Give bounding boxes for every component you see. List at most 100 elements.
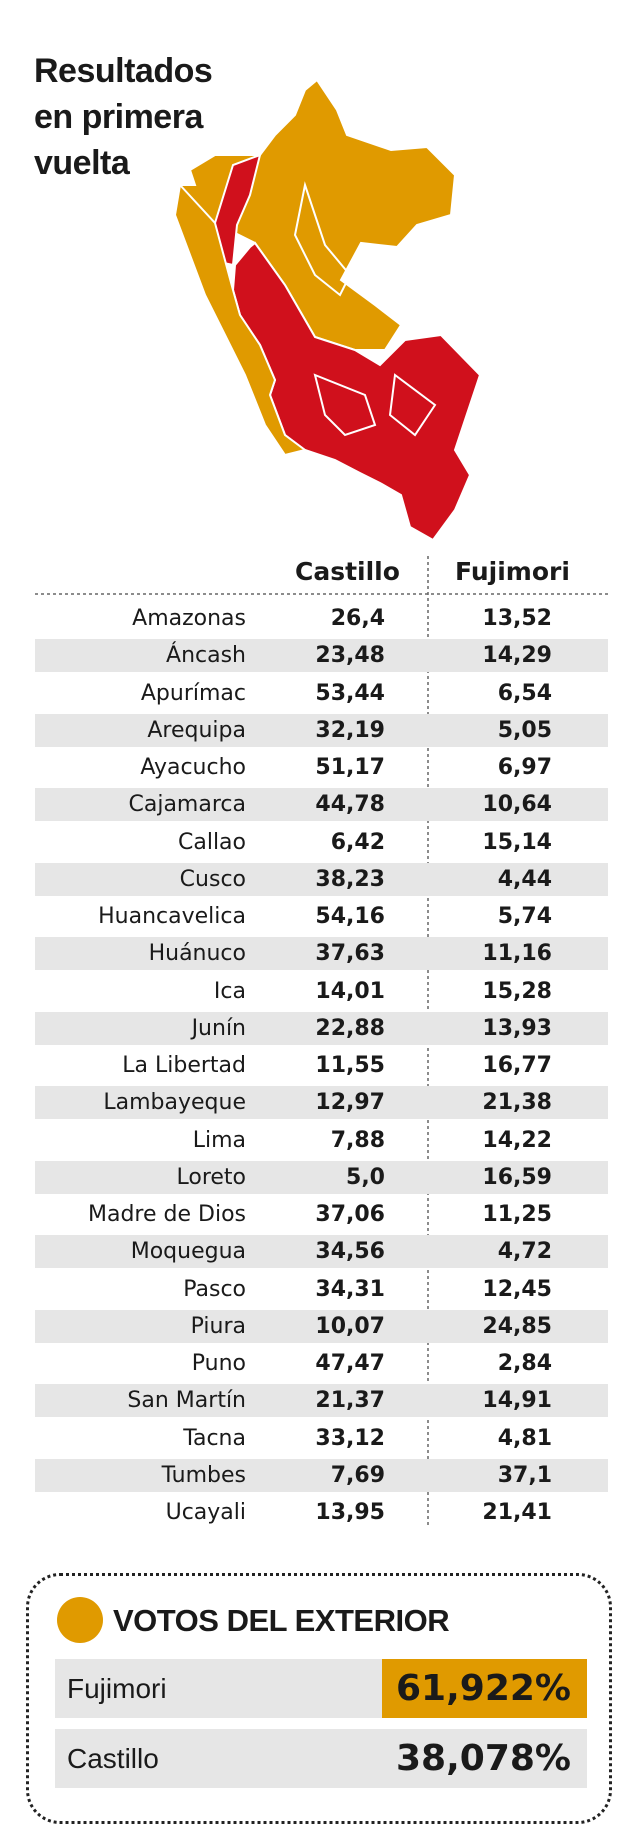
row-label: Lima: [192, 1127, 246, 1153]
cell-value: 54,16: [315, 904, 385, 929]
cell-value: 21,37: [315, 1388, 385, 1414]
table-row: Huánuco 37,63 11,16: [35, 937, 608, 971]
row-label: Cajamarca: [128, 792, 247, 818]
table-row: Tumbes 7,69 37,1: [35, 1458, 608, 1492]
cell-value: 15,28: [482, 978, 552, 1004]
cell-value: 6,54: [497, 680, 552, 706]
cell-value: 32,19: [315, 717, 385, 743]
table-row: Puno 47,47 2,84: [35, 1347, 608, 1380]
cell-value: 14,29: [482, 643, 552, 669]
table-row: Amazonas 26,4 13,52: [35, 602, 608, 635]
cell-value: 5,74: [497, 904, 552, 929]
cell-value: 6,42: [330, 829, 385, 855]
table-row: Lambayeque 12,97 21,38: [35, 1086, 608, 1120]
cell-value: 13,52: [482, 606, 552, 631]
cell-value: 2,84: [497, 1351, 552, 1376]
table-row: Madre de Dios 37,06 11,25: [35, 1198, 608, 1231]
row-label: Ica: [213, 978, 246, 1004]
title: Resultados en primera vuelta: [34, 48, 213, 186]
row-label: Loreto: [176, 1164, 246, 1190]
table-row: Cusco 38,23 4,44: [35, 862, 608, 896]
map: [173, 78, 482, 542]
title-line: vuelta: [34, 144, 130, 182]
column-header: Fujimori: [455, 557, 570, 586]
cell-value: 11,55: [315, 1053, 385, 1078]
cell-value: 13,93: [482, 1015, 552, 1041]
row-label: Junín: [191, 1015, 246, 1041]
row-label: Amazonas: [132, 606, 246, 631]
cell-value: 7,69: [330, 1462, 385, 1488]
row-label: San Martín: [127, 1388, 246, 1414]
table-row: Arequipa 32,19 5,05: [35, 713, 608, 747]
table-row: San Martín 21,37 14,91: [35, 1384, 608, 1418]
table-row: Callao 6,42 15,14: [35, 826, 608, 859]
cell-value: 37,1: [497, 1462, 552, 1488]
cell-value: 34,31: [315, 1276, 385, 1302]
row-label: Tumbes: [161, 1462, 246, 1488]
table-row: Áncash 23,48 14,29: [35, 639, 608, 673]
table-row: Ucayali 13,95 21,41: [35, 1496, 608, 1529]
row-label: Ayacucho: [140, 755, 246, 780]
dot-icon: [57, 1597, 103, 1643]
exterior-label: Castillo: [67, 1743, 159, 1774]
cell-value: 14,22: [482, 1127, 552, 1153]
cell-value: 38,23: [315, 866, 385, 892]
title-line: en primera: [34, 98, 203, 136]
cell-value: 14,01: [315, 978, 385, 1004]
row-label: Piura: [190, 1313, 246, 1339]
row-label: Madre de Dios: [88, 1202, 246, 1227]
table-row: Pasco 34,31 12,45: [35, 1273, 608, 1306]
table-row: Piura 10,07 24,85: [35, 1309, 608, 1343]
row-label: Moquegua: [130, 1239, 246, 1265]
column-header: Castillo: [295, 557, 400, 586]
cell-value: 33,12: [315, 1425, 385, 1451]
row-label: Áncash: [166, 643, 246, 669]
table-row: Tacna 33,12 4,81: [35, 1422, 608, 1455]
cell-value: 12,97: [315, 1090, 385, 1116]
cell-value: 11,16: [482, 941, 552, 967]
cell-value: 21,41: [482, 1500, 552, 1525]
cell-value: 6,97: [497, 755, 552, 780]
cell-value: 22,88: [315, 1015, 385, 1041]
cell-value: 7,88: [330, 1127, 385, 1153]
table-row: Cajamarca 44,78 10,64: [35, 788, 608, 822]
cell-value: 4,72: [497, 1239, 552, 1265]
cell-value: 26,4: [330, 606, 385, 631]
cell-value: 44,78: [315, 792, 385, 818]
table-row: Loreto 5,0 16,59: [35, 1160, 608, 1194]
cell-value: 16,77: [482, 1053, 552, 1078]
cell-value: 15,14: [482, 829, 552, 855]
exterior-title: VOTOS DEL EXTERIOR: [113, 1603, 450, 1638]
table-row: Junín 22,88 13,93: [35, 1011, 608, 1045]
cell-value: 34,56: [315, 1239, 385, 1265]
cell-value: 10,64: [482, 792, 552, 818]
exterior-value: 61,922%: [382, 1659, 587, 1718]
cell-value: 47,47: [315, 1351, 385, 1376]
row-label: Callao: [177, 829, 246, 855]
cell-value: 37,06: [315, 1202, 385, 1227]
exterior-value: 38,078%: [396, 1738, 571, 1779]
cell-value: 5,05: [497, 717, 552, 743]
row-label: Lambayeque: [103, 1090, 246, 1116]
cell-value: 4,44: [497, 866, 552, 892]
exterior-row: Fujimori 61,922%: [55, 1659, 587, 1718]
cell-value: 5,0: [346, 1164, 385, 1190]
table-row: La Libertad 11,55 16,77: [35, 1049, 608, 1082]
exterior-row: Castillo 38,078%: [55, 1729, 587, 1788]
row-label: Puno: [191, 1351, 246, 1376]
cell-value: 23,48: [315, 643, 385, 669]
row-label: Cusco: [179, 866, 246, 892]
table-row: Moquegua 34,56 4,72: [35, 1235, 608, 1269]
title-line: Resultados: [34, 52, 213, 90]
table-row: Lima 7,88 14,22: [35, 1124, 608, 1157]
row-label: Ucayali: [165, 1500, 246, 1525]
table-row: Apurímac 53,44 6,54: [35, 677, 608, 710]
cell-value: 11,25: [482, 1202, 552, 1227]
cell-value: 51,17: [315, 755, 385, 780]
cell-value: 14,91: [482, 1388, 552, 1414]
cell-value: 37,63: [315, 941, 385, 967]
table-row: Huancavelica 54,16 5,74: [35, 900, 608, 933]
cell-value: 13,95: [315, 1500, 385, 1525]
cell-value: 24,85: [482, 1313, 552, 1339]
